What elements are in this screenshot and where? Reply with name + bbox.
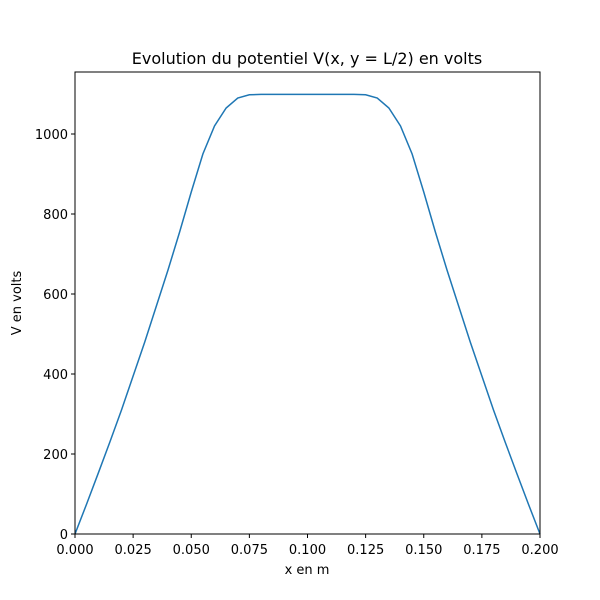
x-axis-label: x en m — [285, 563, 330, 578]
x-tick-label: 0.150 — [405, 543, 442, 558]
x-tick-label: 0.075 — [231, 543, 268, 558]
x-tick-label: 0.125 — [347, 543, 384, 558]
x-tick-label: 0.200 — [521, 543, 558, 558]
plot-frame — [74, 71, 541, 535]
x-tick-label: 0.025 — [115, 543, 152, 558]
data-line — [74, 93, 541, 535]
y-tick-label: 200 — [43, 448, 68, 463]
x-tick-label: 0.000 — [56, 543, 93, 558]
x-tick-label: 0.050 — [173, 543, 210, 558]
x-tick-label: 0.100 — [289, 543, 326, 558]
y-axis-label: V en volts — [10, 271, 25, 336]
y-tick-label: 800 — [43, 208, 68, 223]
y-tick-label: 0 — [60, 528, 68, 543]
y-tick-label: 400 — [43, 368, 68, 383]
chart-title: Evolution du potentiel V(x, y = L/2) en … — [132, 49, 482, 68]
x-tick-label: 0.175 — [463, 543, 500, 558]
y-tick-label: 1000 — [35, 128, 68, 143]
y-tick-label: 600 — [43, 288, 68, 303]
